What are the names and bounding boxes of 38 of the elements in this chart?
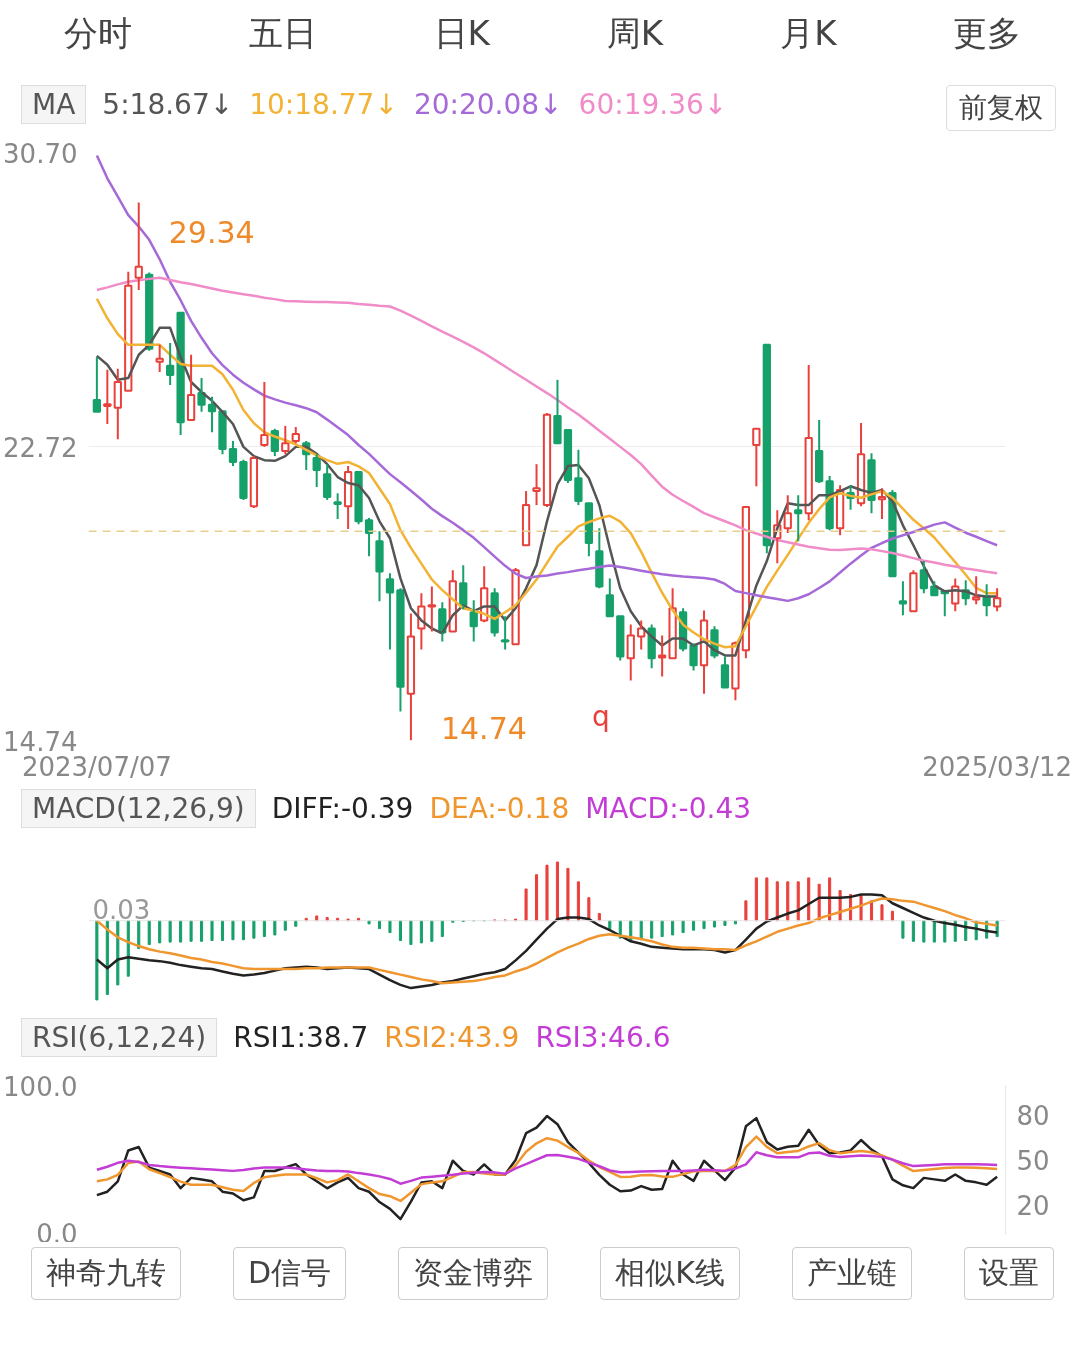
y-tick-label: 100.0 [3, 1071, 78, 1102]
text: 60:19.36↓ [578, 88, 728, 121]
y2-tick-label: 80 [1016, 1101, 1050, 1132]
text: 设置 [963, 1247, 1054, 1300]
annotation: 0.03 [92, 894, 151, 925]
text: 周K [605, 12, 665, 55]
y2-tick-label: 20 [1016, 1190, 1050, 1221]
series-label: MACD:-0.43 [585, 792, 752, 825]
text: RSI1:38.7 [233, 1021, 369, 1054]
text: RSI2:43.9 [384, 1021, 520, 1054]
text: 日K [432, 12, 491, 55]
text: 相似K线 [600, 1247, 740, 1300]
text: 神奇九转 [31, 1247, 182, 1300]
text: 前复权 [946, 85, 1056, 131]
legend-title: MA [21, 85, 87, 124]
legend-title: RSI(6,12,24) [21, 1018, 218, 1057]
text: 更多 [952, 12, 1023, 55]
text: 分时 [62, 12, 133, 55]
x-tick-label: 2025/03/12 [922, 751, 1073, 782]
y-tick-label: 22.72 [3, 432, 78, 463]
text: DIFF:-0.39 [271, 792, 414, 825]
text: DEA:-0.18 [429, 792, 570, 825]
text: 10:18.77↓ [249, 88, 398, 121]
text: 月K [779, 12, 838, 55]
text: 20:20.08↓ [413, 88, 563, 121]
text: RSI3:46.6 [535, 1021, 671, 1054]
annotation: 29.34 [168, 214, 255, 250]
legend-title: MACD(12,26,9) [21, 789, 256, 828]
text: 产业链 [791, 1247, 912, 1300]
y2-tick-label: 50 [1016, 1146, 1050, 1176]
text: 5:18.67↓ [102, 88, 234, 121]
annotation: q [592, 699, 610, 733]
text: D信号 [233, 1247, 347, 1300]
y-tick-label: 30.70 [3, 138, 78, 169]
y-tick-label: 0.0 [36, 1218, 78, 1249]
annotation: 14.74 [440, 710, 527, 746]
text: 五日 [247, 12, 318, 55]
text: 资金博弈 [398, 1247, 549, 1300]
